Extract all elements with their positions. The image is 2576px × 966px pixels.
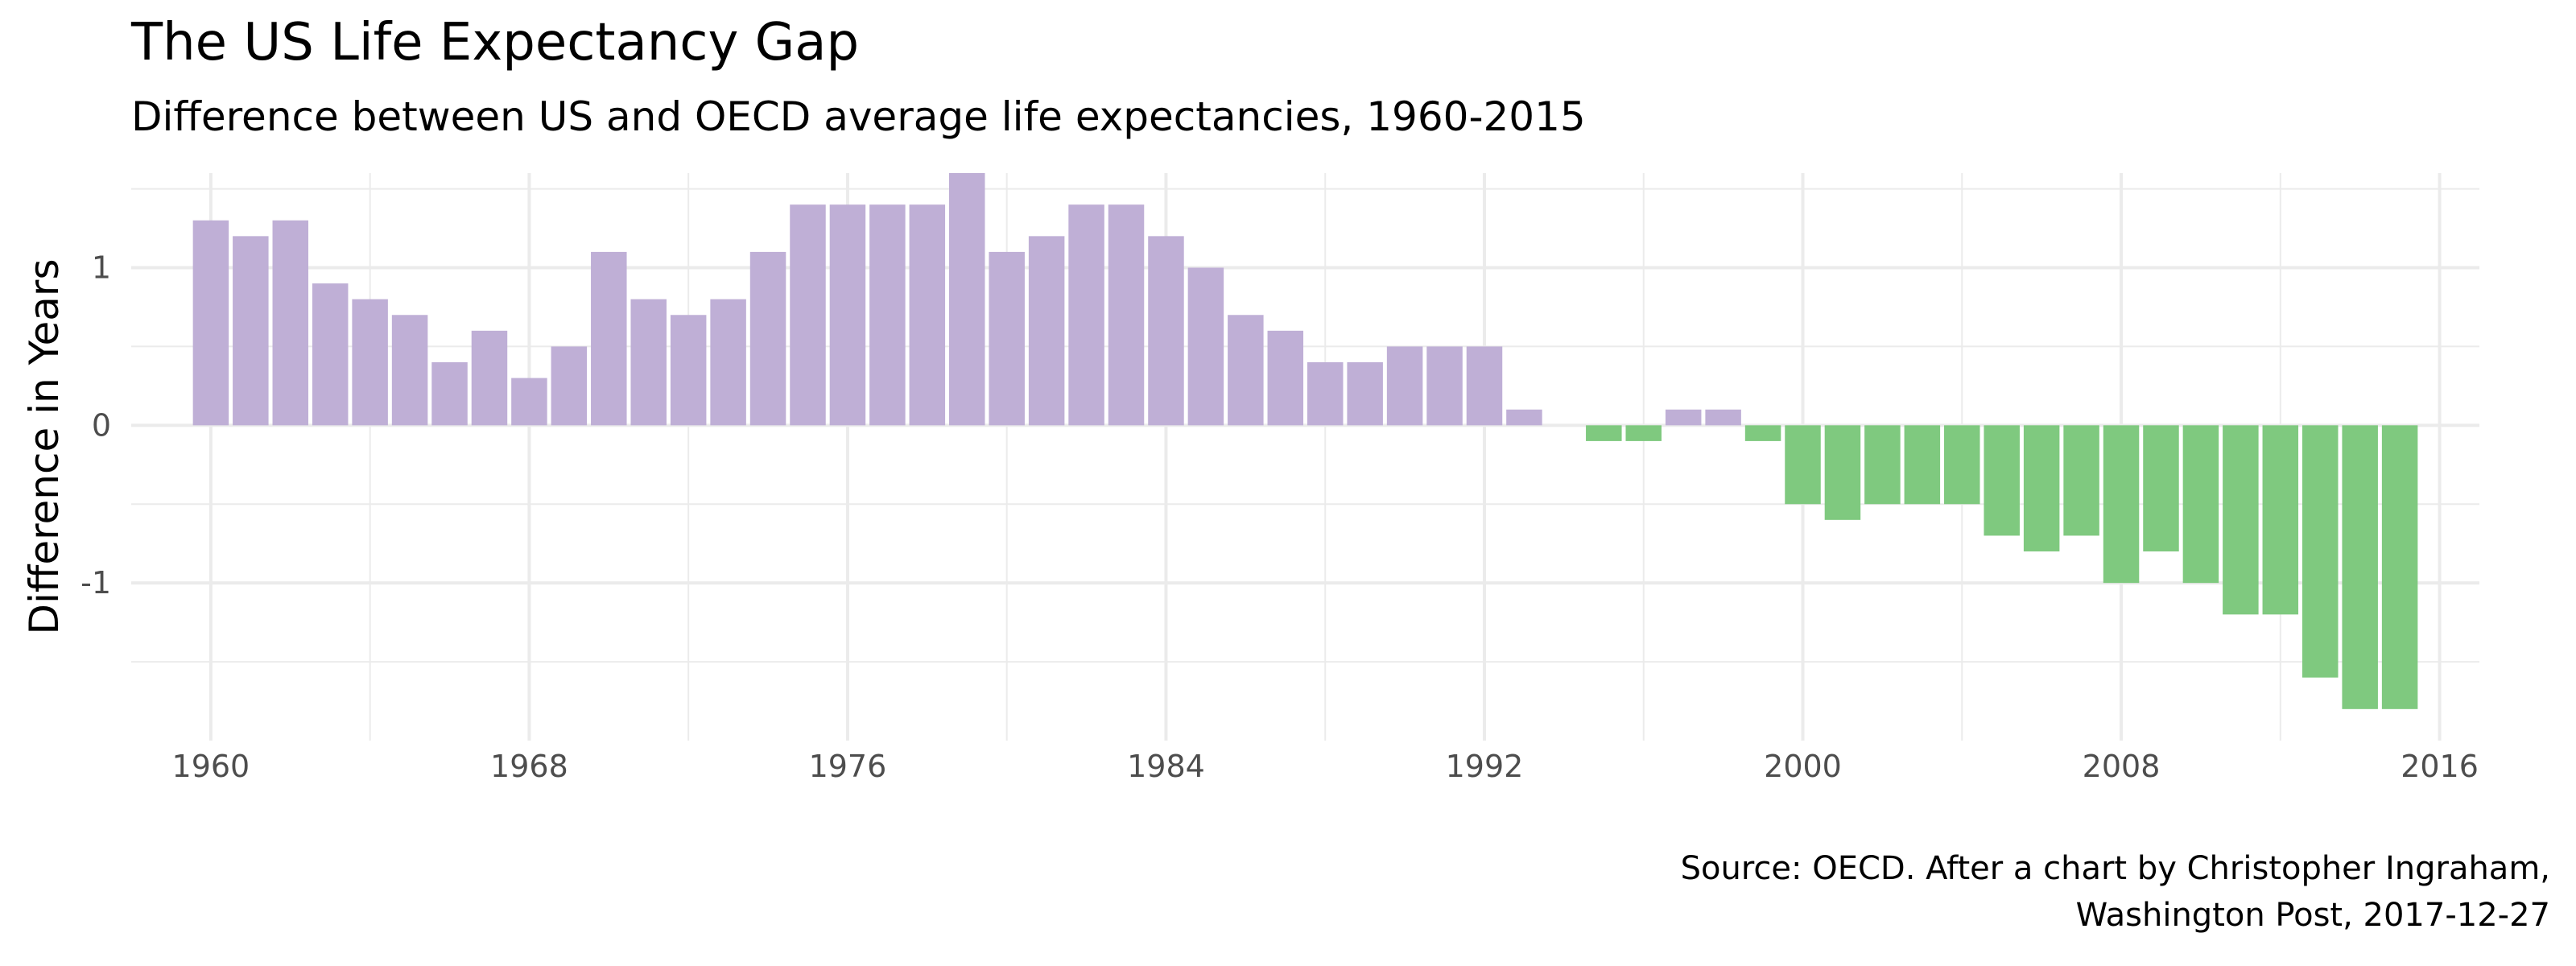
bar-1979: [949, 173, 985, 426]
bar-1989: [1347, 362, 1383, 426]
bar-1977: [869, 204, 906, 426]
bar-1965: [391, 315, 428, 426]
bar-1998: [1705, 409, 1741, 426]
bar-1986: [1228, 315, 1264, 426]
bar-2002: [1864, 425, 1901, 505]
bar-1983: [1108, 204, 1145, 426]
x-tick-label: 1960: [172, 749, 250, 784]
bar-1971: [630, 299, 667, 426]
bar-2014: [2342, 425, 2378, 709]
bar-2015: [2381, 425, 2418, 709]
bar-1982: [1068, 204, 1104, 426]
x-tick-label: 1968: [490, 749, 568, 784]
x-tick-label: 1976: [809, 749, 887, 784]
bar-1999: [1744, 425, 1781, 441]
bar-1966: [431, 362, 468, 426]
bars: [192, 173, 2418, 709]
y-tick-label: 1: [92, 250, 111, 286]
bar-2000: [1785, 425, 1821, 505]
bar-1985: [1187, 267, 1224, 426]
bar-1964: [352, 299, 388, 426]
bar-2007: [2063, 425, 2099, 536]
bar-1978: [909, 204, 946, 426]
bar-1967: [471, 330, 508, 426]
bar-1975: [790, 204, 826, 426]
bar-2012: [2262, 425, 2299, 615]
x-tick-label: 2000: [1764, 749, 1842, 784]
x-tick-label: 1992: [1446, 749, 1524, 784]
bar-1970: [591, 251, 627, 426]
x-tick-label: 2008: [2083, 749, 2161, 784]
bar-2013: [2301, 425, 2339, 678]
bar-2010: [2182, 425, 2219, 584]
bar-1995: [1586, 425, 1622, 441]
bar-1976: [829, 204, 866, 426]
bar-1972: [670, 315, 707, 426]
chart-subtitle: Difference between US and OECD average l…: [131, 93, 1586, 140]
bar-1973: [710, 299, 746, 426]
bar-1997: [1665, 409, 1702, 426]
bar-2006: [2023, 425, 2060, 551]
bar-1960: [192, 220, 229, 426]
bar-2004: [1944, 425, 1980, 505]
bar-1968: [511, 378, 547, 426]
y-axis-ticks: 1 0 -1: [80, 250, 111, 601]
bar-2001: [1824, 425, 1861, 520]
bar-1981: [1028, 236, 1065, 426]
chart-caption: Source: OECD. After a chart by Christoph…: [1681, 845, 2550, 939]
bar-1974: [749, 251, 786, 426]
bar-2005: [1984, 425, 2020, 536]
bar-1992: [1466, 346, 1503, 426]
x-tick-label: 2016: [2401, 749, 2479, 784]
bar-1963: [312, 283, 349, 426]
bar-1990: [1386, 346, 1423, 426]
bar-1991: [1426, 346, 1463, 426]
bar-2009: [2143, 425, 2179, 551]
bar-2008: [2103, 425, 2140, 584]
bar-2011: [2223, 425, 2259, 615]
bar-1984: [1148, 236, 1184, 426]
caption-line-2: Washington Post, 2017-12-27: [2075, 897, 2550, 934]
bar-1980: [989, 251, 1025, 426]
bar-1969: [551, 346, 588, 426]
bar-1988: [1307, 362, 1344, 426]
bar-1987: [1267, 330, 1304, 426]
bar-1962: [272, 220, 309, 426]
bar-1996: [1625, 425, 1662, 441]
y-tick-label: 0: [92, 407, 111, 443]
bar-2003: [1904, 425, 1941, 505]
bar-1993: [1506, 409, 1542, 426]
bar-1961: [233, 236, 269, 426]
x-axis-ticks: 1960 1968 1976 1984 1992 2000 2008 2016: [172, 749, 2479, 784]
caption-line-1: Source: OECD. After a chart by Christoph…: [1680, 850, 2550, 887]
chart-title: The US Life Expectancy Gap: [131, 13, 860, 72]
y-tick-label: -1: [80, 565, 111, 601]
x-tick-label: 1984: [1127, 749, 1205, 784]
